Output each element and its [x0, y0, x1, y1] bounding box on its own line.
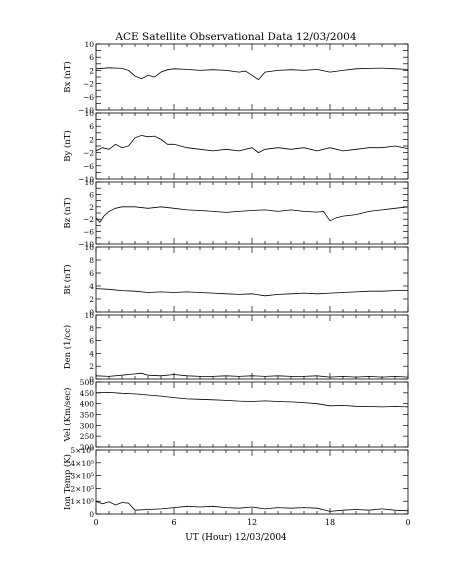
x-tick-label: 0: [405, 518, 410, 527]
y-tick-label: 8: [89, 256, 94, 265]
y-tick-label: 2: [89, 362, 94, 371]
y-tick-label: −6: [83, 228, 94, 237]
y-tick-label: 8: [89, 324, 94, 333]
y-tick-label: 5×10⁵: [70, 446, 94, 455]
x-axis-title: UT (Hour) 12/03/2004: [185, 532, 287, 543]
x-tick-label: 12: [247, 518, 257, 527]
panel-bt: 0 2 4 6 8 10 Bt (nT): [62, 243, 409, 317]
y-tick-label: −6: [83, 162, 94, 171]
y-tick-label: 2: [89, 135, 94, 144]
y-tick-label: 350: [80, 411, 95, 420]
panel-frame: [95, 381, 409, 448]
panel-frame: [95, 43, 409, 111]
y-tick-label: −10: [78, 240, 94, 249]
series-line: [95, 67, 409, 81]
y-tick-label: 250: [80, 432, 95, 441]
series-line: [95, 206, 409, 223]
y-tick-label: 10: [84, 311, 94, 320]
y-tick-label: 10: [84, 243, 94, 252]
y-tick-label: 6: [89, 190, 94, 199]
y-tick-label: 10: [84, 40, 94, 49]
series-line: [95, 391, 409, 408]
y-tick-label: 2: [89, 295, 94, 304]
y-tick-label: 10: [84, 178, 94, 187]
y-tick-label: −10: [78, 106, 94, 115]
y-tick-label: 2: [89, 203, 94, 212]
panel-bz: −10 −6 −2 2 6 10 Bz (nT): [62, 178, 409, 249]
series-line: [95, 500, 409, 512]
panel-bx: −10 −6 −2 2 6 10 Bx (nT): [62, 40, 409, 115]
x-tick-label: 18: [325, 518, 335, 527]
y-tick-label: 450: [80, 389, 95, 398]
y-tick-label: 300: [80, 421, 95, 430]
panel-frame: [95, 314, 409, 380]
chart-title: ACE Satellite Observational Data 12/03/2…: [114, 31, 356, 43]
y-tick-label: 400: [80, 400, 95, 409]
y-tick-label: 2×10⁵: [70, 484, 94, 493]
y-tick-label: 10: [84, 109, 94, 118]
y-tick-label: 2: [89, 66, 94, 75]
y-tick-label: −2: [83, 215, 94, 224]
y-tick-label: 6: [89, 53, 94, 62]
y-axis-title: Bz (nT): [62, 197, 73, 228]
panel-frame: [95, 112, 409, 180]
series-line: [95, 288, 408, 297]
y-tick-label: 4: [89, 349, 94, 358]
y-tick-label: 6: [89, 122, 94, 131]
y-tick-label: −10: [78, 175, 94, 184]
y-tick-label: 0: [89, 308, 94, 317]
y-axis-title: Den (1/cc): [62, 325, 73, 369]
series-line: [95, 372, 409, 378]
y-tick-label: −2: [83, 149, 94, 158]
y-tick-label: −6: [83, 93, 94, 102]
series-line: [95, 134, 409, 154]
y-axis-title: By (nT): [62, 130, 73, 162]
y-tick-label: 200: [80, 443, 95, 452]
y-tick-label: 3×10⁵: [70, 472, 94, 481]
panel-by: −10 −6 −2 2 6 10 By (nT): [62, 109, 409, 184]
panel-frame: [95, 449, 409, 515]
y-tick-label: 500: [80, 378, 95, 387]
panel-den: 0 2 4 6 8 10 Den (1/cc): [62, 311, 409, 384]
y-tick-label: 0: [89, 510, 94, 519]
y-tick-label: 4: [89, 282, 94, 291]
y-tick-label: −2: [83, 80, 94, 89]
y-tick-label: 0: [89, 375, 94, 384]
y-axis-title: Ion Temp (K): [62, 454, 73, 510]
y-tick-label: 6: [89, 337, 94, 346]
x-tick-label: 6: [171, 518, 176, 527]
y-axis-title: Bx (nT): [62, 61, 73, 93]
y-tick-label: 4×10⁵: [70, 459, 94, 468]
y-axis-title: Vel (Km/sec): [62, 388, 73, 443]
panel-frame: [95, 246, 409, 313]
y-tick-label: 1×10⁵: [70, 497, 94, 506]
x-tick-label: 0: [93, 518, 98, 527]
y-axis-title: Bt (nT): [62, 264, 73, 294]
y-tick-label: 6: [89, 269, 94, 278]
